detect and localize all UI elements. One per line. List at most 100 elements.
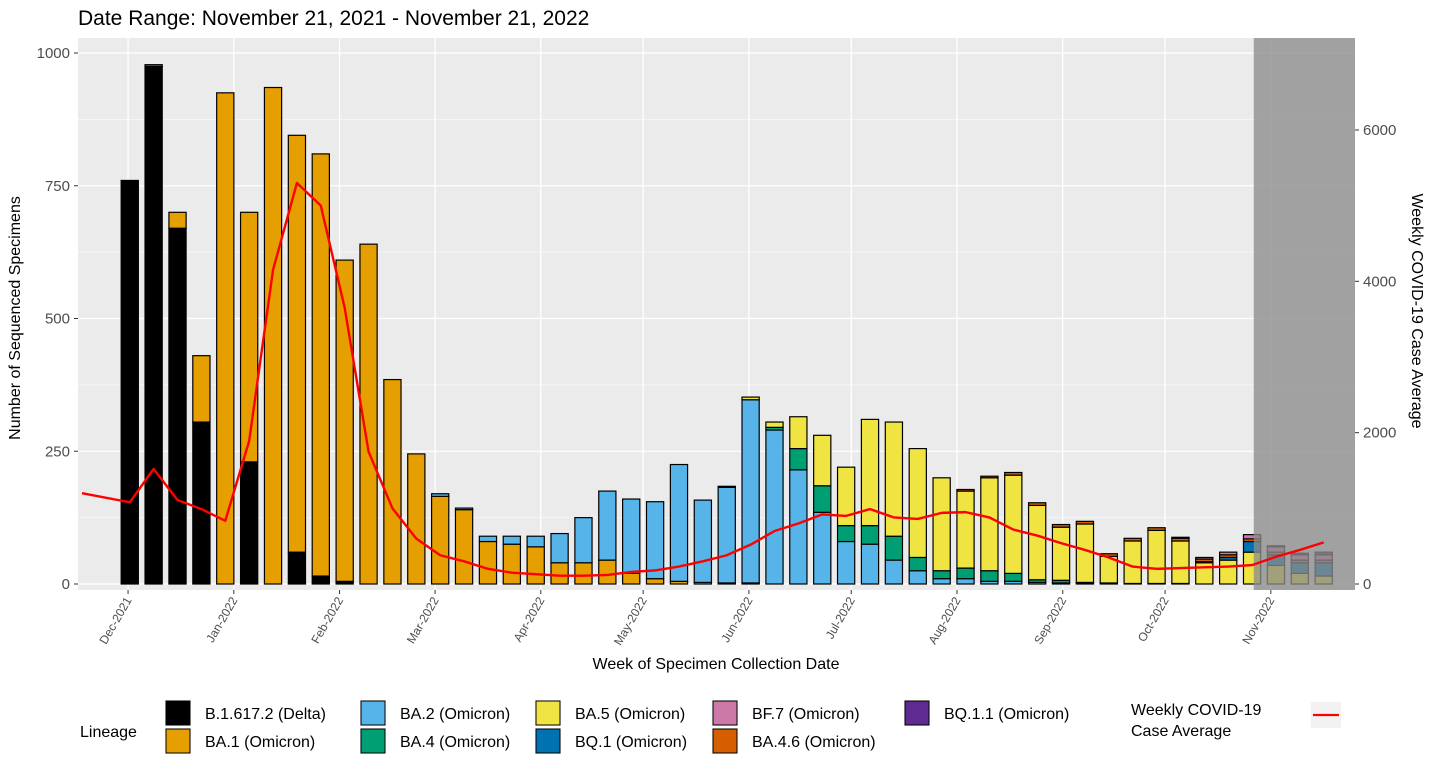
bar-segment xyxy=(216,92,235,585)
bar-segment xyxy=(645,501,665,580)
bar-segment xyxy=(1075,523,1095,584)
bar-segment xyxy=(980,475,999,479)
bar-segment xyxy=(980,570,999,582)
bar-segment xyxy=(502,543,522,585)
bar-segment xyxy=(669,463,689,582)
y-tick-label: 1000 xyxy=(37,45,70,62)
legend-swatch xyxy=(360,700,386,726)
legend-swatch xyxy=(165,700,191,726)
legend-swatch xyxy=(712,700,738,726)
legend-label: BQ.1 (Omicron) xyxy=(575,734,687,751)
bar-segment xyxy=(932,477,951,572)
bar-segment xyxy=(574,562,593,585)
legend-swatch xyxy=(165,728,191,754)
case-average-path xyxy=(81,181,1325,577)
bar-segment xyxy=(574,517,593,564)
legend-title: Lineage xyxy=(80,724,137,741)
bar-segment xyxy=(144,64,163,67)
bar-segment xyxy=(359,243,378,585)
bar-segment xyxy=(693,499,713,584)
bar-segment xyxy=(263,86,283,585)
legend-label: BA.5 (Omicron) xyxy=(575,706,685,723)
bar-segment xyxy=(1195,562,1214,585)
bar-segment xyxy=(884,559,904,585)
bar-segment xyxy=(956,490,975,569)
bar-segment xyxy=(430,493,450,497)
legend-swatch xyxy=(535,728,561,754)
bar-segment xyxy=(383,378,402,585)
bar-segment xyxy=(884,421,904,537)
bar-segment xyxy=(1051,523,1071,528)
bar-segment xyxy=(168,211,187,229)
legend-label: BA.1 (Omicron) xyxy=(205,734,315,751)
x-tick-label: Aug-2022 xyxy=(925,594,963,646)
y-axis-right: 0 2000 4000 6000 xyxy=(1355,122,1396,593)
bar-segment xyxy=(908,570,927,585)
bar-segment xyxy=(1004,471,1023,476)
bar-segment xyxy=(526,535,545,548)
chart-title: Date Range: November 21, 2021 - November… xyxy=(78,7,589,30)
bar-segment xyxy=(168,227,187,585)
bar-segment xyxy=(1171,536,1190,539)
bar-segment xyxy=(407,453,426,585)
bar-segment xyxy=(287,134,307,553)
bar-segment xyxy=(765,429,784,585)
bar-segment xyxy=(645,578,665,585)
y-axis-left: 0 250 500 750 1000 xyxy=(37,45,78,593)
legend-label: BQ.1.1 (Omicron) xyxy=(944,706,1069,723)
bar-segment xyxy=(1075,520,1095,525)
x-tick-label: Nov-2022 xyxy=(1239,594,1277,646)
bar-segment xyxy=(526,546,545,585)
bar-segment xyxy=(836,466,856,527)
legend-label: BA.2 (Omicron) xyxy=(400,706,510,723)
legend-swatch xyxy=(535,700,561,726)
bar-segment xyxy=(311,153,330,577)
x-tick-label: Sep-2022 xyxy=(1031,594,1069,646)
bar-segment xyxy=(956,488,975,492)
bar-segment xyxy=(836,524,856,543)
x-tick-label: Jul-2022 xyxy=(823,594,858,641)
bar-segment xyxy=(789,447,808,471)
projection-shade xyxy=(1253,38,1355,590)
bar-segment xyxy=(860,418,880,527)
y-right-tick-label: 2000 xyxy=(1363,425,1396,442)
bar-segment xyxy=(717,485,736,488)
bar-segment xyxy=(932,570,951,580)
bar-segment xyxy=(1027,504,1047,581)
legend-line-title: Case Average xyxy=(1131,723,1231,740)
x-tick-label: Jan-2022 xyxy=(203,594,240,645)
y-tick-label: 250 xyxy=(45,443,70,460)
bar-segment xyxy=(478,535,498,543)
bar-segment xyxy=(430,495,450,585)
bar-segment xyxy=(1218,551,1238,556)
y-tick-label: 750 xyxy=(45,178,70,195)
bar-segment xyxy=(192,421,211,585)
bar-segment xyxy=(1027,502,1047,507)
y-right-tick-label: 0 xyxy=(1363,576,1371,593)
bar-segment xyxy=(550,562,569,585)
y-right-tick-label: 6000 xyxy=(1363,122,1396,139)
bar-segment xyxy=(1123,537,1142,542)
legend-swatch xyxy=(904,700,930,726)
legend-label: BA.4.6 (Omicron) xyxy=(752,734,876,751)
bar-segment xyxy=(1147,529,1166,585)
bar-segment xyxy=(741,399,760,584)
bar-segment xyxy=(860,543,880,585)
bar-segment xyxy=(932,578,951,585)
bar-segment xyxy=(717,486,736,584)
x-tick-label: Oct-2022 xyxy=(1135,594,1172,644)
bar-segment xyxy=(908,556,927,572)
y-right-tick-label: 4000 xyxy=(1363,273,1396,290)
legend-label: BF.7 (Omicron) xyxy=(752,706,860,723)
bar-segment xyxy=(550,532,569,564)
y-tick-label: 0 xyxy=(62,576,70,593)
x-tick-label: Mar-2022 xyxy=(404,594,442,646)
shaded-region xyxy=(1253,38,1355,590)
bar-segment xyxy=(311,575,330,585)
bar-segment xyxy=(1123,540,1142,585)
bar-segment xyxy=(956,567,975,580)
x-axis-title: Week of Specimen Collection Date xyxy=(593,656,840,673)
bar-segment xyxy=(239,211,259,463)
bar-segment xyxy=(1147,527,1166,531)
